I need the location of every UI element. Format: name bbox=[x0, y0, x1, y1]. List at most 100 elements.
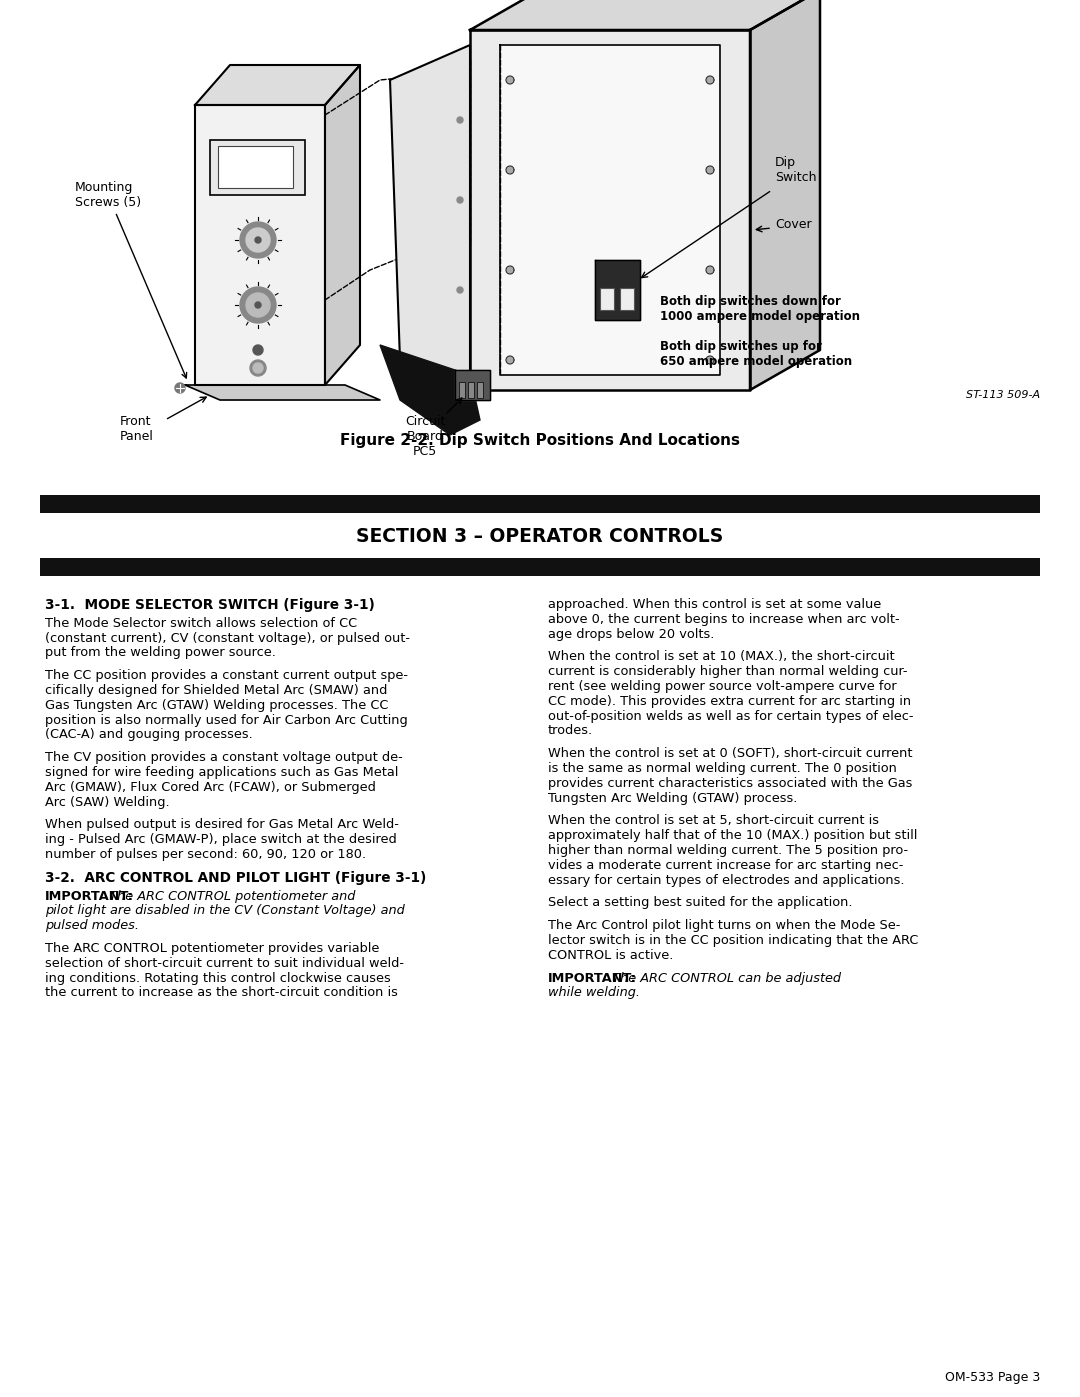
Polygon shape bbox=[457, 117, 463, 123]
Text: is the same as normal welding current. The 0 position: is the same as normal welding current. T… bbox=[548, 761, 896, 775]
Text: Circuit
Board
PC5: Circuit Board PC5 bbox=[405, 415, 445, 458]
Text: rent (see welding power source volt-ampere curve for: rent (see welding power source volt-ampe… bbox=[548, 680, 896, 693]
Text: IMPORTANT:: IMPORTANT: bbox=[548, 971, 637, 985]
Text: selection of short-circuit current to suit individual weld-: selection of short-circuit current to su… bbox=[45, 957, 404, 970]
Text: Both dip switches down for
1000 ampere model operation: Both dip switches down for 1000 ampere m… bbox=[660, 295, 860, 323]
Text: CONTROL is active.: CONTROL is active. bbox=[548, 949, 673, 961]
Polygon shape bbox=[706, 166, 714, 175]
Polygon shape bbox=[457, 197, 463, 203]
Polygon shape bbox=[750, 0, 820, 390]
Text: IMPORTANT:: IMPORTANT: bbox=[45, 890, 134, 902]
Text: higher than normal welding current. The 5 position pro-: higher than normal welding current. The … bbox=[548, 844, 908, 856]
Polygon shape bbox=[706, 75, 714, 84]
Text: Both dip switches up for
650 ampere model operation: Both dip switches up for 650 ampere mode… bbox=[660, 339, 852, 367]
Bar bbox=[477, 381, 483, 398]
Polygon shape bbox=[390, 45, 470, 390]
Text: The CC position provides a constant current output spe-: The CC position provides a constant curr… bbox=[45, 669, 408, 682]
Bar bbox=[40, 495, 1040, 513]
Text: Figure 2-2. Dip Switch Positions And Locations: Figure 2-2. Dip Switch Positions And Loc… bbox=[340, 433, 740, 447]
Text: ST-113 509-A: ST-113 509-A bbox=[966, 390, 1040, 400]
Bar bbox=[459, 381, 465, 398]
Text: When the control is set at 5, short-circuit current is: When the control is set at 5, short-circ… bbox=[548, 814, 879, 827]
Polygon shape bbox=[455, 370, 490, 400]
Bar bbox=[468, 381, 474, 398]
Text: essary for certain types of electrodes and applications.: essary for certain types of electrodes a… bbox=[548, 873, 905, 887]
Text: position is also normally used for Air Carbon Arc Cutting: position is also normally used for Air C… bbox=[45, 714, 408, 726]
Text: pulsed modes.: pulsed modes. bbox=[45, 919, 139, 932]
Polygon shape bbox=[706, 356, 714, 365]
Text: (CAC-A) and gouging processes.: (CAC-A) and gouging processes. bbox=[45, 728, 253, 742]
Bar bbox=[218, 147, 293, 189]
Text: Front
Panel: Front Panel bbox=[120, 415, 153, 443]
Text: Mounting
Screws (5): Mounting Screws (5) bbox=[75, 182, 187, 379]
Text: The ARC CONTROL potentiometer provides variable: The ARC CONTROL potentiometer provides v… bbox=[45, 942, 379, 956]
Bar bbox=[620, 288, 634, 310]
Polygon shape bbox=[325, 66, 360, 386]
Polygon shape bbox=[255, 302, 261, 307]
Polygon shape bbox=[253, 363, 264, 373]
Polygon shape bbox=[249, 360, 266, 376]
Text: Dip
Switch: Dip Switch bbox=[775, 156, 816, 184]
Polygon shape bbox=[195, 66, 360, 105]
Text: current is considerably higher than normal welding cur-: current is considerably higher than norm… bbox=[548, 665, 907, 678]
Polygon shape bbox=[470, 29, 750, 390]
Polygon shape bbox=[507, 75, 514, 84]
Polygon shape bbox=[507, 265, 514, 274]
Bar bbox=[600, 288, 615, 310]
Bar bbox=[210, 140, 305, 196]
Polygon shape bbox=[500, 45, 720, 374]
Text: Cover: Cover bbox=[775, 218, 812, 232]
Polygon shape bbox=[253, 345, 264, 355]
Text: Arc (GMAW), Flux Cored Arc (FCAW), or Submerged: Arc (GMAW), Flux Cored Arc (FCAW), or Su… bbox=[45, 781, 376, 793]
Text: (constant current), CV (constant voltage), or pulsed out-: (constant current), CV (constant voltage… bbox=[45, 631, 410, 644]
Text: SECTION 3 – OPERATOR CONTROLS: SECTION 3 – OPERATOR CONTROLS bbox=[356, 528, 724, 546]
Text: The CV position provides a constant voltage output de-: The CV position provides a constant volt… bbox=[45, 752, 403, 764]
Polygon shape bbox=[240, 222, 276, 258]
Text: Tungsten Arc Welding (GTAW) process.: Tungsten Arc Welding (GTAW) process. bbox=[548, 792, 797, 805]
Text: above 0, the current begins to increase when arc volt-: above 0, the current begins to increase … bbox=[548, 613, 900, 626]
Text: When the control is set at 10 (MAX.), the short-circuit: When the control is set at 10 (MAX.), th… bbox=[548, 651, 894, 664]
Bar bbox=[40, 557, 1040, 576]
Polygon shape bbox=[255, 237, 261, 243]
Text: Arc (SAW) Welding.: Arc (SAW) Welding. bbox=[45, 796, 170, 809]
Polygon shape bbox=[507, 356, 514, 365]
Text: the current to increase as the short-circuit condition is: the current to increase as the short-cir… bbox=[45, 986, 397, 999]
Polygon shape bbox=[185, 386, 380, 400]
Text: The Mode Selector switch allows selection of CC: The Mode Selector switch allows selectio… bbox=[45, 617, 357, 630]
Polygon shape bbox=[246, 293, 270, 317]
Polygon shape bbox=[457, 286, 463, 293]
Text: number of pulses per second: 60, 90, 120 or 180.: number of pulses per second: 60, 90, 120… bbox=[45, 848, 366, 861]
Polygon shape bbox=[175, 383, 185, 393]
Text: Gas Tungsten Arc (GTAW) Welding processes. The CC: Gas Tungsten Arc (GTAW) Welding processe… bbox=[45, 698, 389, 712]
Text: When the control is set at 0 (SOFT), short-circuit current: When the control is set at 0 (SOFT), sho… bbox=[548, 747, 913, 760]
Polygon shape bbox=[470, 0, 820, 29]
Text: The Arc Control pilot light turns on when the Mode Se-: The Arc Control pilot light turns on whe… bbox=[548, 919, 901, 932]
Text: 3-1.  MODE SELECTOR SWITCH (Figure 3-1): 3-1. MODE SELECTOR SWITCH (Figure 3-1) bbox=[45, 598, 375, 612]
Text: approached. When this control is set at some value: approached. When this control is set at … bbox=[548, 598, 881, 610]
Text: When pulsed output is desired for Gas Metal Arc Weld-: When pulsed output is desired for Gas Me… bbox=[45, 819, 399, 831]
Polygon shape bbox=[706, 265, 714, 274]
Polygon shape bbox=[240, 286, 276, 323]
Text: provides current characteristics associated with the Gas: provides current characteristics associa… bbox=[548, 777, 913, 789]
Polygon shape bbox=[595, 260, 640, 320]
Polygon shape bbox=[246, 228, 270, 251]
Text: approximately half that of the 10 (MAX.) position but still: approximately half that of the 10 (MAX.)… bbox=[548, 830, 917, 842]
Text: vides a moderate current increase for arc starting nec-: vides a moderate current increase for ar… bbox=[548, 859, 903, 872]
Text: OM-533 Page 3: OM-533 Page 3 bbox=[945, 1372, 1040, 1384]
Text: while welding.: while welding. bbox=[548, 986, 640, 999]
Text: The ARC CONTROL can be adjusted: The ARC CONTROL can be adjusted bbox=[604, 971, 841, 985]
Text: CC mode). This provides extra current for arc starting in: CC mode). This provides extra current fo… bbox=[548, 694, 912, 708]
Text: age drops below 20 volts.: age drops below 20 volts. bbox=[548, 627, 714, 641]
Text: Select a setting best suited for the application.: Select a setting best suited for the app… bbox=[548, 897, 852, 909]
Text: put from the welding power source.: put from the welding power source. bbox=[45, 647, 275, 659]
Text: ing conditions. Rotating this control clockwise causes: ing conditions. Rotating this control cl… bbox=[45, 971, 391, 985]
Text: lector switch is in the CC position indicating that the ARC: lector switch is in the CC position indi… bbox=[548, 935, 918, 947]
Polygon shape bbox=[195, 105, 325, 386]
Text: signed for wire feeding applications such as Gas Metal: signed for wire feeding applications suc… bbox=[45, 766, 399, 780]
Polygon shape bbox=[380, 345, 480, 434]
Polygon shape bbox=[507, 166, 514, 175]
Text: trodes.: trodes. bbox=[548, 725, 593, 738]
Text: 3-2.  ARC CONTROL AND PILOT LIGHT (Figure 3-1): 3-2. ARC CONTROL AND PILOT LIGHT (Figure… bbox=[45, 870, 427, 884]
Text: pilot light are disabled in the CV (Constant Voltage) and: pilot light are disabled in the CV (Cons… bbox=[45, 904, 405, 918]
Text: cifically designed for Shielded Metal Arc (SMAW) and: cifically designed for Shielded Metal Ar… bbox=[45, 685, 388, 697]
